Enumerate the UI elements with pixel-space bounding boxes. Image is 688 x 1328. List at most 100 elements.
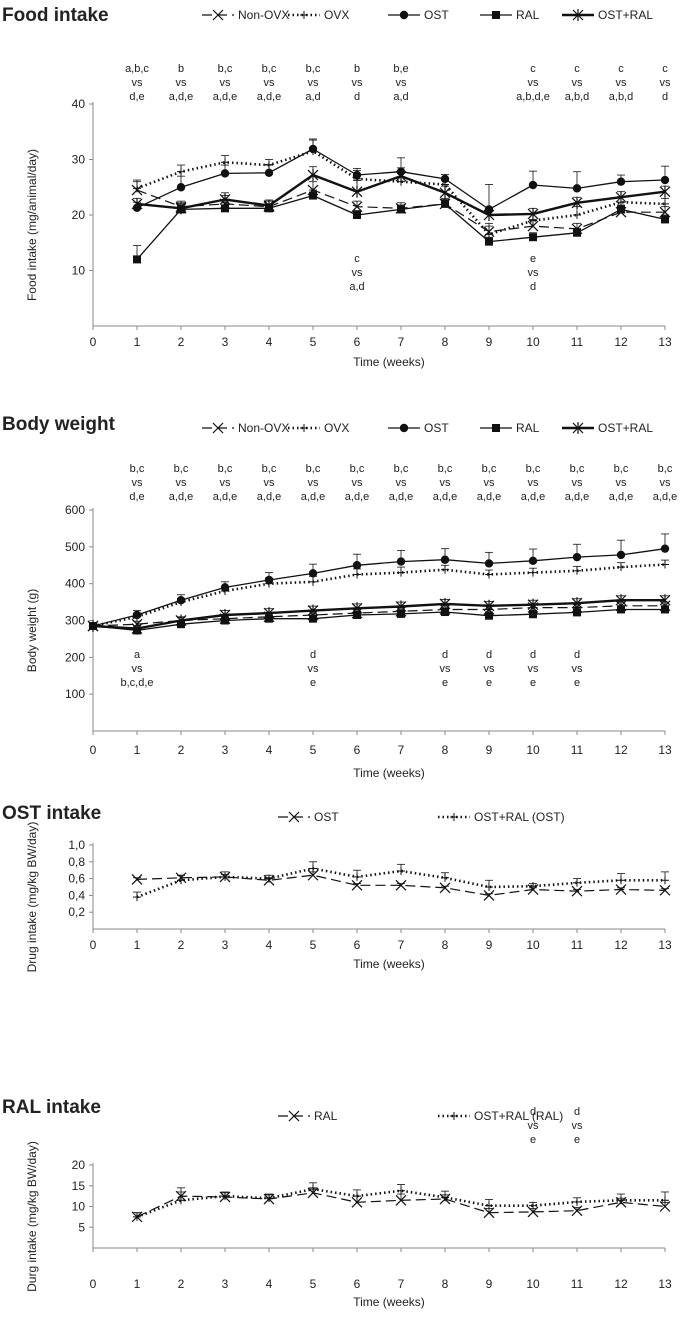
series-line bbox=[92, 548, 666, 627]
annotation-text: b,c bbox=[218, 63, 233, 75]
data-point bbox=[220, 583, 230, 592]
data-point bbox=[529, 882, 537, 891]
annotation-text: d bbox=[442, 649, 448, 661]
annotation-text: b,c bbox=[350, 463, 365, 475]
legend-entry: OST+RAL (RAL) bbox=[438, 1109, 563, 1123]
data-point bbox=[397, 568, 405, 577]
annotation-text: d bbox=[530, 649, 536, 661]
data-point bbox=[131, 622, 143, 635]
x-tick-label: 2 bbox=[178, 938, 185, 952]
y-tick-label: 0,4 bbox=[68, 888, 85, 902]
legend-entry: RAL bbox=[278, 1109, 338, 1123]
annotation-text: b,c bbox=[262, 63, 277, 75]
legend-label: OVX bbox=[324, 8, 349, 22]
annotation-text: a bbox=[134, 649, 141, 661]
data-point bbox=[133, 1212, 141, 1221]
annotation-text: b,c bbox=[658, 463, 673, 475]
x-tick-label: 5 bbox=[310, 335, 317, 349]
data-point bbox=[527, 1206, 539, 1218]
legend-label: RAL bbox=[516, 421, 540, 435]
x-tick-label: 12 bbox=[614, 335, 628, 349]
data-point bbox=[661, 605, 669, 614]
series-ral bbox=[133, 189, 669, 264]
annotation-text: vs bbox=[616, 477, 628, 489]
annotation-text: vs bbox=[484, 663, 496, 675]
data-point bbox=[351, 602, 363, 615]
x-tick-label: 8 bbox=[442, 335, 449, 349]
data-point bbox=[617, 563, 625, 572]
legend-label: OST+RAL (OST) bbox=[474, 810, 565, 824]
annotation-top: b,c vs a,d,e bbox=[521, 463, 545, 503]
legend-entry: OST bbox=[388, 421, 449, 435]
legend-label: Non-OVX bbox=[238, 421, 289, 435]
data-point bbox=[351, 1196, 363, 1208]
legend-entry: OST+RAL bbox=[562, 421, 653, 435]
x-axis-label: Time (weeks) bbox=[353, 957, 425, 971]
legend-entry: OST+RAL bbox=[562, 8, 653, 22]
x-axis-label: Time (weeks) bbox=[353, 766, 425, 780]
series-line bbox=[92, 608, 665, 632]
annotation-top: b,c vs a,d bbox=[305, 63, 320, 103]
data-point bbox=[661, 199, 669, 208]
data-point bbox=[177, 876, 185, 885]
annotation-text: vs bbox=[660, 477, 672, 489]
chart-title: OST intake bbox=[2, 803, 101, 824]
data-point bbox=[265, 874, 273, 883]
annotation-text: d bbox=[574, 1106, 580, 1118]
annotation-text: vs bbox=[528, 477, 540, 489]
legend-entry: OST bbox=[278, 810, 339, 824]
annotation-text: a,d,e bbox=[257, 491, 281, 503]
annotation-bottom: d vs e bbox=[572, 649, 584, 689]
series-non-ovx bbox=[87, 600, 671, 632]
data-point bbox=[573, 878, 581, 887]
y-tick-label: 15 bbox=[72, 1179, 86, 1193]
data-point bbox=[439, 597, 451, 610]
data-point bbox=[177, 1196, 185, 1205]
series-ovx bbox=[89, 559, 669, 631]
data-point bbox=[483, 599, 495, 612]
x-tick-label: 10 bbox=[526, 335, 540, 349]
annotation-top: b,c vs a,d,e bbox=[345, 463, 369, 503]
data-point bbox=[483, 1207, 495, 1219]
legend-label: OST+RAL bbox=[598, 421, 653, 435]
legend-label: OST bbox=[424, 8, 449, 22]
data-point bbox=[133, 893, 141, 902]
x-tick-label: 5 bbox=[310, 938, 317, 952]
data-point bbox=[351, 201, 363, 213]
x-tick-label: 11 bbox=[571, 1277, 584, 1291]
data-point bbox=[485, 611, 493, 620]
data-point bbox=[440, 555, 450, 564]
annotation-text: a,d,e bbox=[301, 491, 325, 503]
annotation-text: vs bbox=[396, 77, 408, 89]
data-point bbox=[617, 605, 625, 614]
data-point bbox=[353, 610, 361, 619]
annotation-text: b,c bbox=[306, 463, 321, 475]
data-point bbox=[441, 1193, 449, 1202]
data-point bbox=[219, 193, 231, 206]
data-point bbox=[661, 876, 669, 885]
annotation-text: d,e bbox=[129, 91, 144, 103]
data-point bbox=[572, 552, 582, 562]
data-point bbox=[484, 559, 494, 568]
data-point bbox=[395, 600, 407, 613]
annotation-text: vs bbox=[440, 477, 452, 489]
data-point bbox=[133, 255, 141, 264]
legend-marker bbox=[572, 422, 584, 434]
y-tick-label: 100 bbox=[65, 687, 85, 701]
data-point bbox=[395, 879, 407, 891]
data-point bbox=[660, 544, 670, 553]
annotation-bottom: d vs e bbox=[484, 649, 496, 689]
annotation-text: a,d,e bbox=[609, 491, 633, 503]
annotation-text: d,e bbox=[129, 491, 144, 503]
y-axis-label: Durg intake (mg/kg BW/day) bbox=[25, 1141, 39, 1292]
annotation-text: vs bbox=[528, 267, 540, 279]
data-point bbox=[397, 867, 405, 876]
data-point bbox=[221, 1192, 229, 1201]
annotation-text: b,c bbox=[174, 463, 189, 475]
annotation-text: vs bbox=[616, 77, 628, 89]
data-point bbox=[485, 570, 493, 579]
data-point bbox=[660, 175, 670, 185]
x-tick-label: 2 bbox=[178, 743, 185, 757]
x-tick-label: 12 bbox=[614, 1277, 628, 1291]
